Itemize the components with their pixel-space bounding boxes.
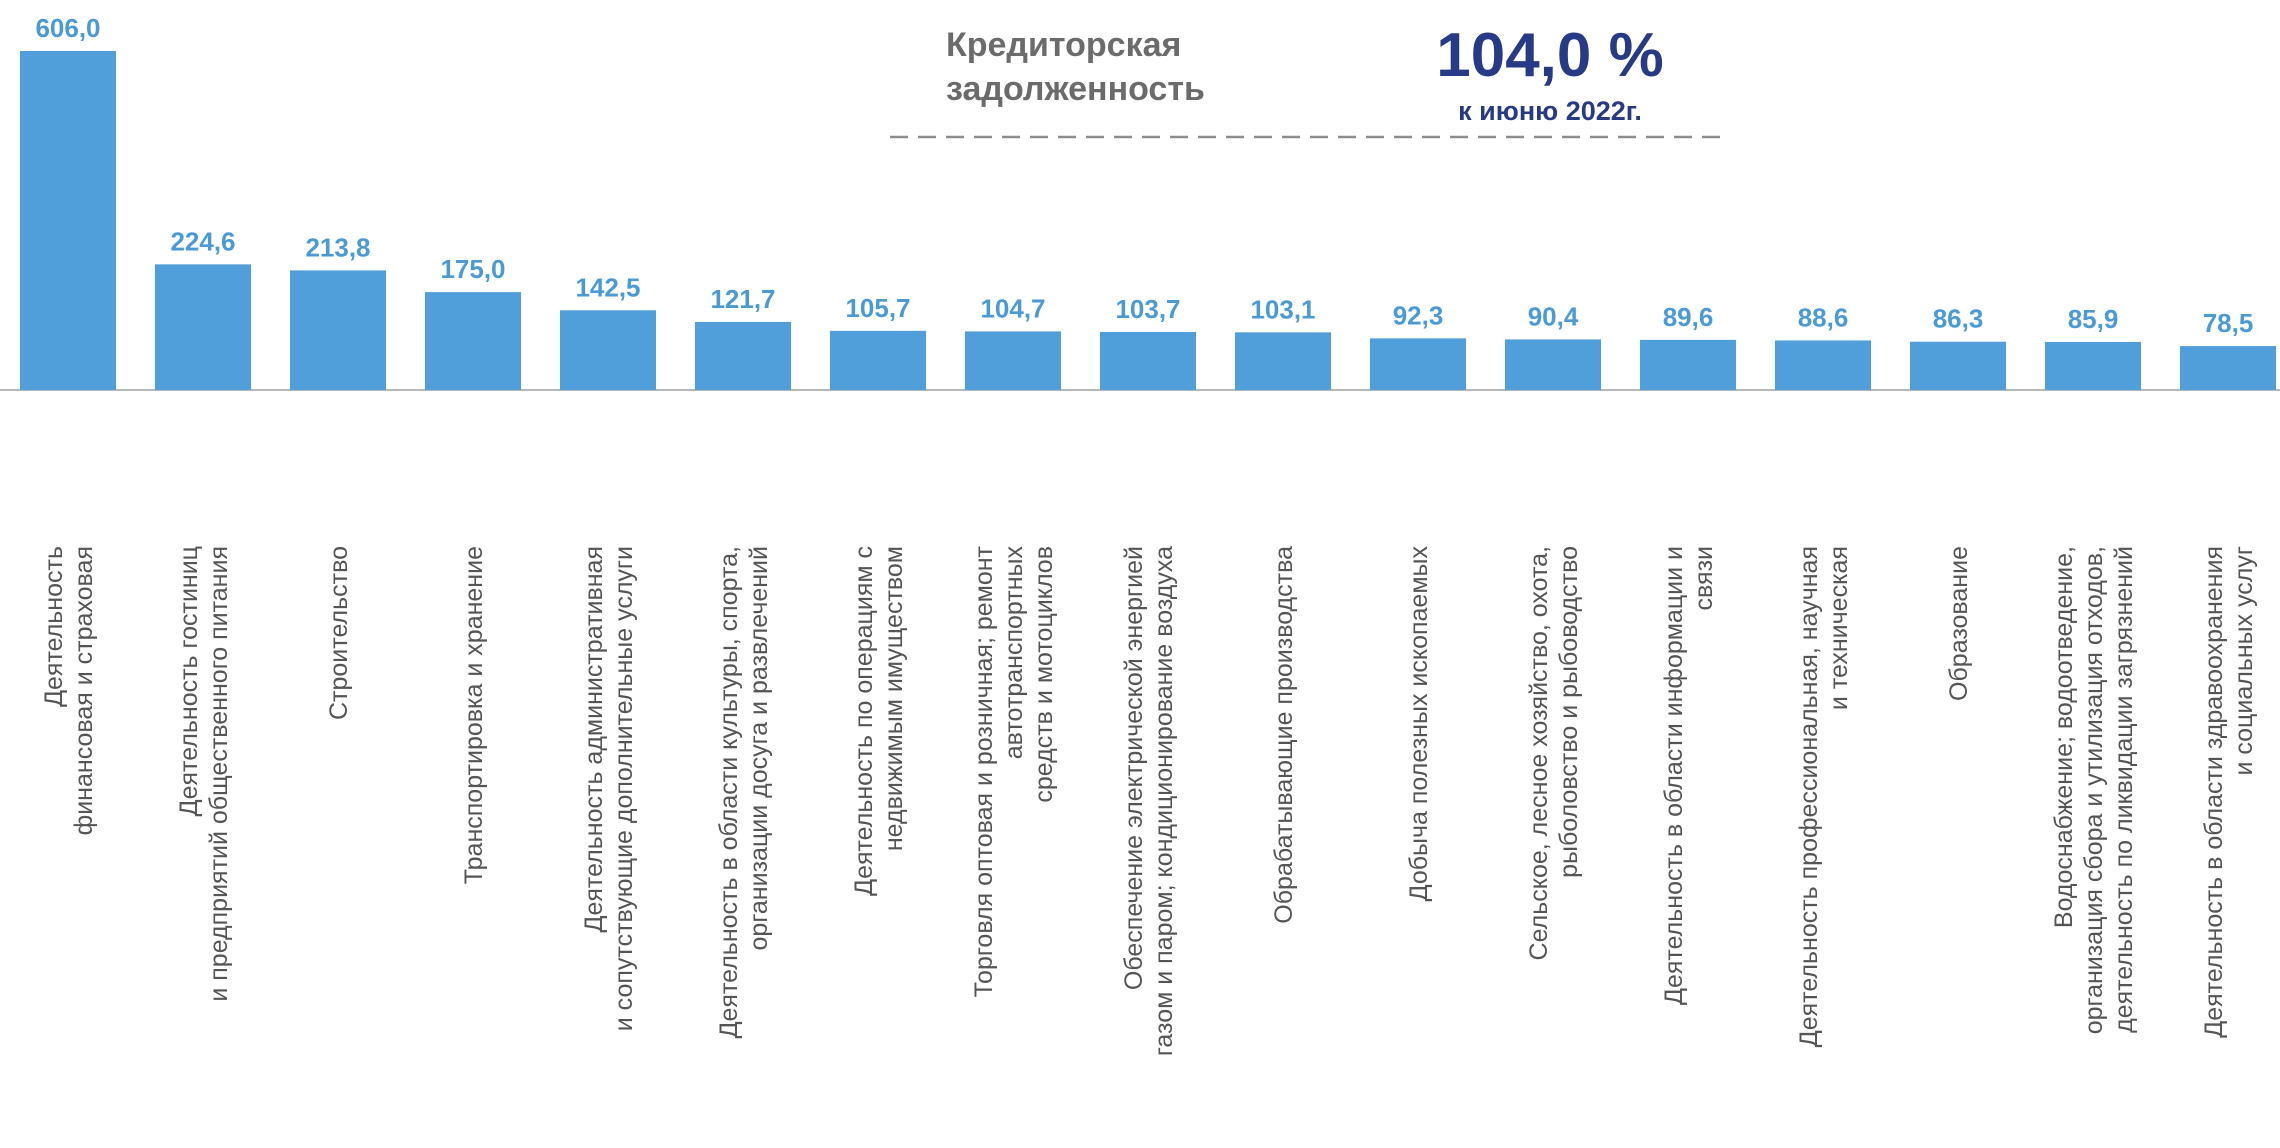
bar (1910, 342, 2006, 390)
value-label: 85,9 (2068, 304, 2119, 334)
category-label: Строительство (325, 546, 353, 720)
category-label: Деятельность административнаяи сопутству… (580, 546, 638, 1031)
category-label: Деятельность в области здравоохраненияи … (2200, 546, 2258, 1038)
category-label: Обеспечение электрической энергиейгазом … (1120, 546, 1178, 1056)
value-label: 142,5 (575, 272, 640, 302)
category-label: Деятельность гостиници предприятий общес… (175, 546, 233, 1002)
value-label: 103,7 (1115, 294, 1180, 324)
bar (20, 51, 116, 390)
bar (2045, 342, 2141, 390)
value-label: 105,7 (845, 293, 910, 323)
value-label: 224,6 (170, 226, 235, 256)
value-label: 78,5 (2203, 308, 2254, 338)
category-label: Деятельность в области культуры, спорта,… (715, 546, 773, 1038)
bar (1235, 332, 1331, 390)
category-label: Деятельностьфинансовая и страховая (40, 546, 98, 835)
bar (695, 322, 791, 390)
value-label: 88,6 (1798, 302, 1849, 332)
bar (155, 264, 251, 390)
headline-note: к июню 2022г. (1458, 96, 1642, 126)
value-label: 175,0 (440, 254, 505, 284)
chart: Кредиторскаязадолженность 104,0 % к июню… (0, 0, 2280, 1148)
category-label: Деятельность по операциям снедвижимым им… (850, 546, 908, 896)
category-label: Обрабатывающие производства (1270, 546, 1298, 924)
category-label: Деятельность профессиональная, научнаяи … (1795, 546, 1853, 1047)
value-label: 104,7 (980, 293, 1045, 323)
category-label: Транспортировка и хранение (460, 546, 488, 884)
category-label: Образование (1945, 546, 1973, 701)
category-label: Сельское, лесное хозяйство, охота,рыболо… (1525, 546, 1583, 960)
bar (1505, 339, 1601, 390)
value-label: 606,0 (35, 13, 100, 43)
value-label: 121,7 (710, 284, 775, 314)
category-label: Деятельность в области информации исвязи (1660, 546, 1718, 1005)
headline-value: 104,0 % (1436, 21, 1664, 90)
bar (290, 270, 386, 390)
value-label: 213,8 (305, 232, 370, 262)
value-label: 103,1 (1250, 294, 1315, 324)
value-label: 89,6 (1663, 302, 1714, 332)
bar (830, 331, 926, 390)
category-label: Добыча полезных ископаемых (1405, 546, 1433, 902)
bar (425, 292, 521, 390)
value-label: 92,3 (1393, 300, 1444, 330)
bar (965, 331, 1061, 390)
value-label: 86,3 (1933, 304, 1984, 334)
bar (1100, 332, 1196, 390)
bar (560, 310, 656, 390)
bar (1640, 340, 1736, 390)
category-label: Торговля оптовая и розничная; ремонтавто… (970, 545, 1058, 997)
bar (1370, 338, 1466, 390)
bar (1775, 340, 1871, 390)
value-label: 90,4 (1528, 301, 1579, 331)
bar (2180, 346, 2276, 390)
category-label: Водоснабжение; водоотведение,организация… (2050, 546, 2138, 1034)
